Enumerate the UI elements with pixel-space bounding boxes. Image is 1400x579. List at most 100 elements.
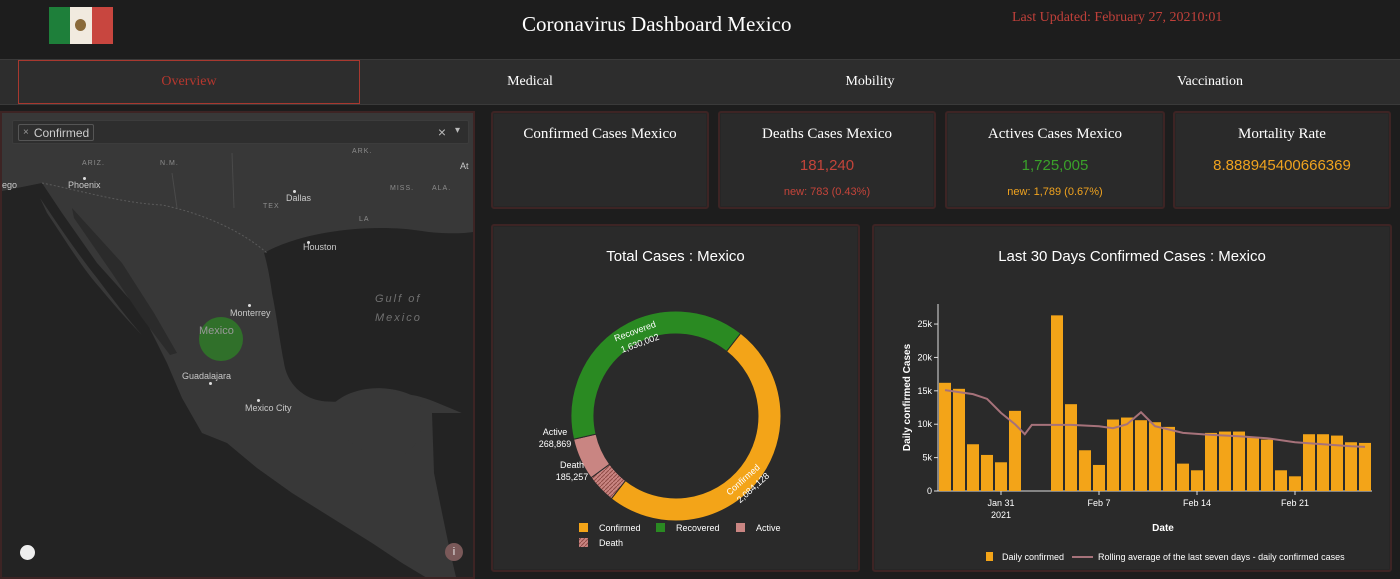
bar[interactable]: [1163, 426, 1175, 491]
bar[interactable]: [1289, 476, 1301, 491]
bar[interactable]: [967, 444, 979, 491]
kpi-title: Mortality Rate: [1238, 126, 1326, 142]
map-filter-select[interactable]: × Confirmed × ▾: [12, 120, 469, 144]
map-city-label: At: [460, 161, 469, 171]
bar[interactable]: [939, 382, 951, 491]
bar[interactable]: [1317, 434, 1329, 491]
bar[interactable]: [1065, 404, 1077, 491]
bar[interactable]: [1135, 420, 1147, 491]
last-30-days-chart-panel: Last 30 Days Confirmed Cases : Mexico 0 5…: [872, 224, 1392, 572]
legend-label[interactable]: Active: [756, 523, 781, 533]
bar[interactable]: [1345, 442, 1357, 491]
bar[interactable]: [1205, 432, 1217, 491]
kpi-value: 1,725,005: [1021, 157, 1089, 174]
bar[interactable]: [953, 388, 965, 491]
legend-label[interactable]: Rolling average of the last seven days -…: [1098, 552, 1345, 562]
y-tick-label: 20k: [917, 352, 932, 362]
tab-mobility[interactable]: Mobility: [845, 74, 895, 89]
map-state-label: LA: [359, 216, 370, 223]
legend-swatch[interactable]: [656, 523, 665, 532]
filter-chip[interactable]: × Confirmed: [18, 124, 95, 141]
bar[interactable]: [1247, 437, 1259, 491]
kpi-card-confirmed: Confirmed Cases Mexico: [491, 111, 709, 209]
bar-chart[interactable]: 0 5k 10k 15k 20k 25k Jan 31 2021 Feb 7 Feb 14 Feb …: [874, 226, 1390, 570]
tab-bar: Overview Medical Mobility Vaccination: [0, 59, 1400, 105]
map-basemap: [2, 113, 473, 577]
bar[interactable]: [1331, 435, 1343, 491]
rolling-average-line[interactable]: [944, 389, 1366, 448]
map-city-label: iego: [0, 180, 18, 190]
last-updated-label: Last Updated: February 27, 20210:01: [1012, 10, 1223, 25]
y-axis-title: Daily confirmed Cases: [902, 343, 913, 451]
map-state-label: ALA.: [432, 185, 452, 192]
chip-remove-icon[interactable]: ×: [23, 127, 29, 138]
map-state-label: TEX: [263, 203, 280, 210]
legend-swatch[interactable]: [579, 538, 588, 547]
map-bubble-label: Mexico: [199, 325, 234, 337]
x-tick-label: Jan 31: [987, 498, 1014, 508]
map-city-label: Houston: [303, 242, 337, 252]
legend-swatch[interactable]: [579, 523, 588, 532]
bar[interactable]: [1275, 470, 1287, 491]
info-icon[interactable]: i: [445, 543, 463, 561]
bar[interactable]: [1233, 431, 1245, 491]
legend-label[interactable]: Confirmed: [599, 523, 641, 533]
clear-icon[interactable]: ×: [437, 124, 446, 140]
tab-medical[interactable]: Medical: [507, 74, 553, 89]
map-gulf-label: Gulf of Mexico: [375, 293, 422, 324]
map-city-label: Mexico City: [245, 403, 292, 413]
slice-label: Death: [560, 460, 584, 470]
slice-label: Active: [543, 427, 568, 437]
bar[interactable]: [1121, 417, 1133, 491]
legend-swatch[interactable]: [736, 523, 745, 532]
kpi-new: new: 783 (0.43%): [783, 186, 871, 198]
legend-label[interactable]: Daily confirmed: [1002, 552, 1064, 562]
bar[interactable]: [1079, 450, 1091, 491]
chart-title: Last 30 Days Confirmed Cases : Mexico: [998, 248, 1266, 265]
bar[interactable]: [1261, 439, 1273, 491]
slice-label: 185,257: [556, 472, 589, 482]
legend-label[interactable]: Recovered: [676, 523, 720, 533]
map-panel[interactable]: × Confirmed × ▾ ARIZ. N.M. ARK. MISS. AL…: [0, 111, 475, 579]
x-tick-label: Feb 14: [1183, 498, 1211, 508]
x-tick-label: Feb 7: [1087, 498, 1110, 508]
kpi-card-actives: Actives Cases Mexico 1,725,005 new: 1,78…: [945, 111, 1165, 209]
bar[interactable]: [1303, 434, 1315, 491]
x-axis-title: Date: [1152, 523, 1174, 534]
mapbox-logo-icon[interactable]: [20, 545, 35, 560]
confirmed-bubble-mexico[interactable]: [199, 317, 243, 361]
legend-label[interactable]: Death: [599, 538, 623, 548]
kpi-card-mortality: Mortality Rate 8.888945400666369: [1173, 111, 1391, 209]
donut-chart[interactable]: Recovered1,630,002Confirmed2,084,128Acti…: [493, 226, 858, 570]
bar[interactable]: [1359, 442, 1371, 491]
x-tick-label: Feb 21: [1281, 498, 1309, 508]
bar[interactable]: [1191, 470, 1203, 491]
tab-vaccination[interactable]: Vaccination: [1176, 74, 1244, 89]
bar[interactable]: [981, 454, 993, 491]
x-tick-sublabel: 2021: [991, 510, 1011, 520]
bar[interactable]: [1149, 422, 1161, 491]
map-city-label: Guadalajara: [182, 371, 232, 381]
bar[interactable]: [1177, 463, 1189, 491]
kpi-value: 8.888945400666369: [1213, 157, 1351, 174]
kpi-value: 181,240: [799, 157, 855, 174]
y-tick-label: 5k: [922, 453, 932, 463]
legend-swatch-bar[interactable]: [986, 552, 993, 561]
bar[interactable]: [1093, 464, 1105, 491]
kpi-title: Deaths Cases Mexico: [762, 126, 892, 142]
bar[interactable]: [995, 462, 1007, 491]
map-state-label: MISS.: [390, 185, 415, 192]
map-city-label: Phoenix: [68, 180, 101, 190]
map-state-label: ARIZ.: [82, 160, 105, 167]
tab-overview[interactable]: Overview: [18, 60, 360, 104]
page-title: Coronavirus Dashboard Mexico: [522, 12, 792, 36]
bar[interactable]: [1051, 315, 1063, 491]
slice-label: 268,869: [539, 439, 572, 449]
bar[interactable]: [1009, 410, 1021, 491]
map-city-label: Monterrey: [230, 308, 271, 318]
donut-slice-confirmed[interactable]: [610, 332, 782, 522]
donut-slice-recovered[interactable]: [570, 310, 742, 440]
chevron-down-icon[interactable]: ▾: [454, 125, 460, 136]
bar[interactable]: [1107, 419, 1119, 491]
bar[interactable]: [1219, 431, 1231, 491]
